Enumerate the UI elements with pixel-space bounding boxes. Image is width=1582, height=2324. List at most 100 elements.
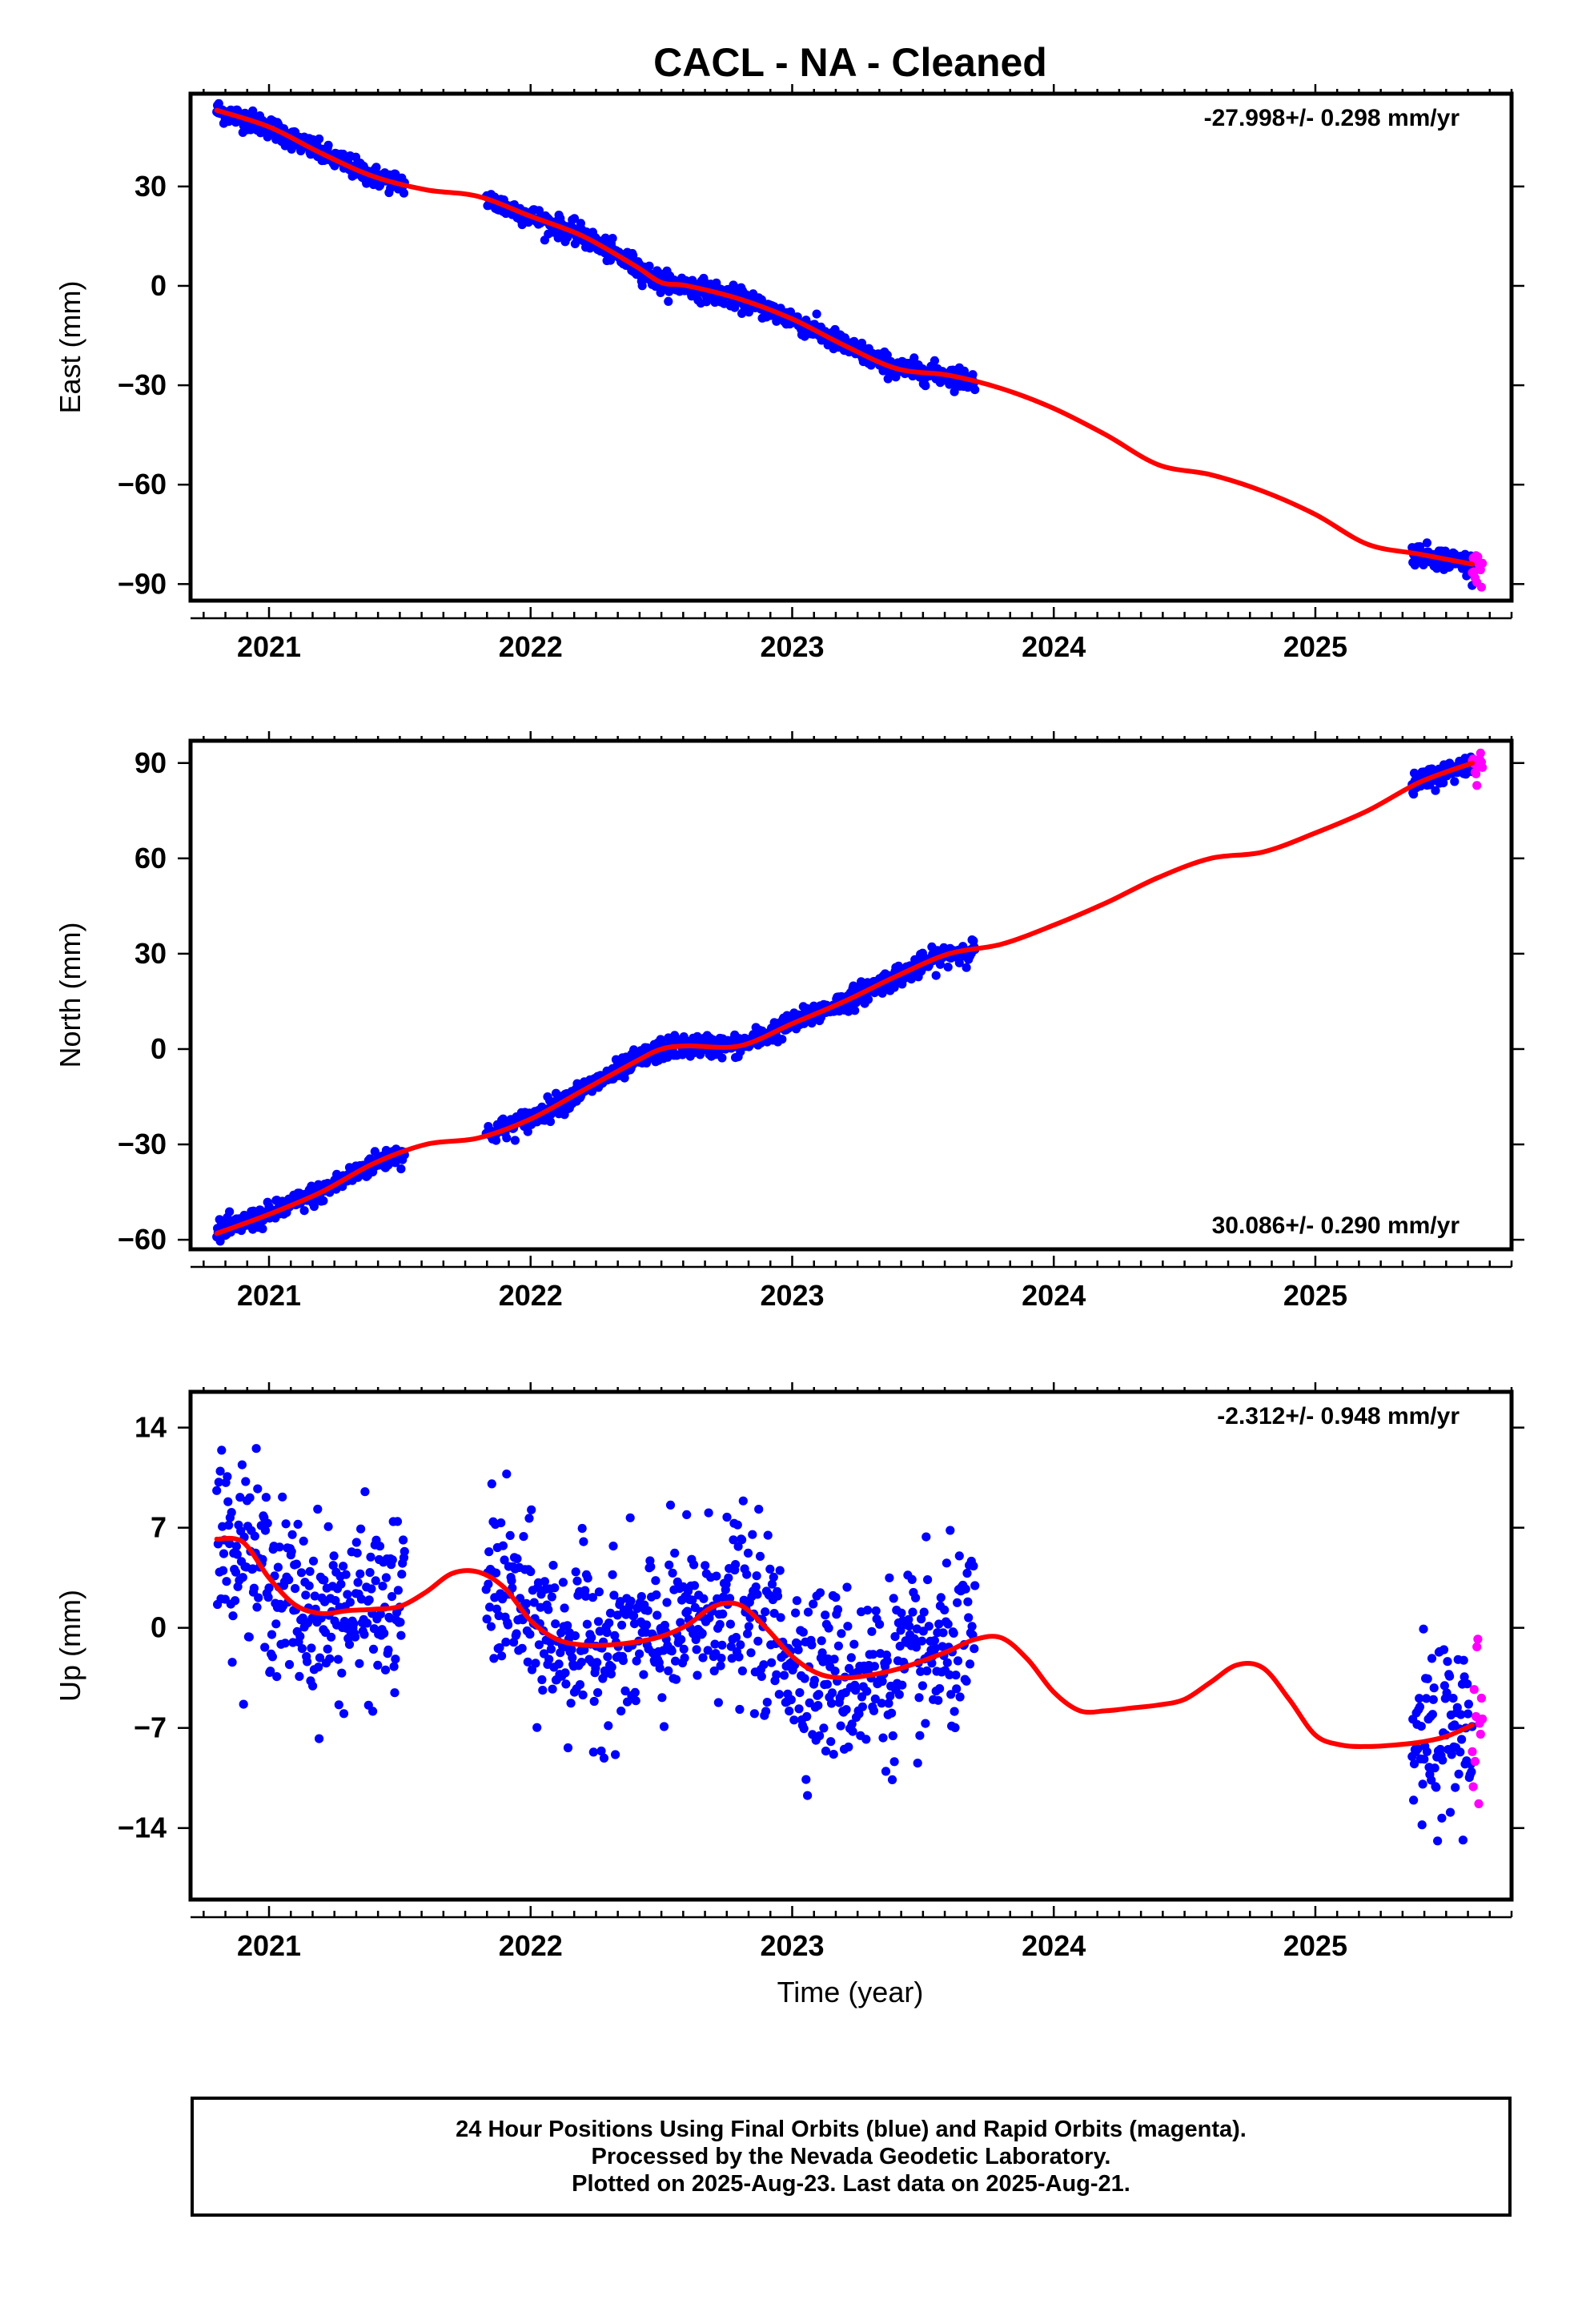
y-axis-label: Up (mm) [54,1590,86,1702]
final-orbit-point [1451,1783,1460,1792]
final-orbit-point [1427,1775,1436,1785]
final-orbit-point [870,1694,880,1704]
final-orbit-point [743,1548,753,1558]
final-orbit-point [643,1606,652,1615]
final-orbit-point [484,1579,493,1589]
final-orbit-point [605,1608,616,1618]
final-orbit-point [935,1684,945,1694]
final-orbit-point [523,1657,532,1667]
final-orbit-point [576,1658,586,1667]
final-orbit-point [950,1707,959,1716]
final-orbit-point [861,1735,871,1744]
final-orbit-point [239,1699,248,1709]
final-orbit-point [1442,1688,1452,1698]
final-orbit-point [701,1561,710,1570]
final-orbit-point [231,1596,240,1606]
final-orbit-point [1413,1744,1423,1754]
final-orbit-point [889,1594,898,1603]
final-orbit-point [662,1598,672,1607]
final-orbit-point [293,1519,303,1529]
final-orbit-point [636,1592,646,1602]
final-orbit-point [965,1659,975,1669]
final-orbit-point [664,1666,673,1675]
final-orbit-point [803,1791,813,1800]
final-orbit-point [699,1594,709,1603]
final-orbit-point [1409,1795,1419,1805]
final-orbit-point [378,1582,387,1591]
x-tick-label: 2023 [760,630,824,663]
final-orbit-point [904,1614,913,1624]
rapid-orbit-point [1468,1747,1477,1756]
final-orbit-point [769,1609,779,1618]
final-orbit-point [1448,1694,1458,1703]
final-orbit-point [970,1581,980,1590]
final-orbit-point [563,1621,572,1630]
final-orbit-point [299,1206,309,1216]
final-orbit-point [492,1136,501,1145]
final-orbit-point [963,1597,973,1606]
final-orbit-point [665,287,674,296]
data-layer [212,748,1488,1246]
east-panel: 2021 2022 2023 2024 2025 30 0 −30 −60 −90 East (mm… [54,84,1524,663]
final-orbit-point [955,1692,965,1702]
final-orbit-point [341,1570,351,1579]
final-orbit-point [677,1634,686,1644]
final-orbit-point [1421,1694,1431,1703]
final-orbit-point [349,1619,359,1629]
final-orbit-point [718,1609,728,1618]
final-orbit-point [938,1628,948,1638]
rapid-orbit-point [1476,582,1486,592]
final-orbit-point [305,1566,315,1576]
final-orbit-point [510,1136,520,1145]
final-orbit-point [227,1508,236,1518]
final-orbit-point [356,1524,366,1534]
final-orbit-point [646,1562,656,1571]
y-tick-label: −90 [118,567,167,600]
final-orbit-point [817,1648,827,1658]
final-orbit-point [532,1723,542,1732]
final-orbit-point [762,1698,772,1707]
final-orbit-point [253,1484,263,1494]
final-orbit-point [644,261,654,271]
final-orbit-point [967,1622,977,1631]
final-orbit-point [301,1590,311,1600]
final-orbit-point [623,1697,632,1707]
final-orbit-point [264,1583,274,1593]
final-orbit-point [389,1662,399,1671]
final-orbit-point [888,1731,897,1741]
x-tick-label: 2021 [237,1279,301,1312]
final-orbit-point [271,1619,281,1629]
final-orbit-point [392,1517,403,1526]
model-curve [214,760,1475,1236]
final-orbit-point [786,1695,796,1705]
final-orbit-point [1427,1654,1437,1663]
final-orbit-point [570,1631,580,1641]
final-orbit-point [688,1595,697,1605]
final-orbit-point [366,1552,375,1562]
final-orbit-point [589,1696,599,1707]
final-orbit-point [946,1526,955,1535]
final-orbit-point [504,1620,513,1630]
final-orbit-point [917,1636,927,1646]
final-orbit-point [1439,1645,1449,1655]
final-orbit-point [487,1479,496,1489]
final-orbit-point [596,1746,606,1756]
final-orbit-point [616,1707,626,1716]
x-tick-label: 2025 [1283,1929,1347,1962]
x-tick-label: 2025 [1283,1279,1347,1312]
final-orbit-point [263,1518,272,1528]
final-orbit-point [910,1634,920,1644]
final-orbit-point [767,1658,777,1667]
final-orbit-point [961,1584,970,1594]
final-orbit-point [323,1644,332,1654]
final-orbit-point [921,1532,931,1542]
rapid-orbit-point [1472,769,1481,778]
rapid-orbit-point [1476,748,1485,758]
final-orbit-point [620,1073,629,1083]
final-orbit-point [668,1568,677,1578]
final-orbit-point [943,963,953,972]
final-orbit-point [1409,1759,1419,1769]
final-orbit-point [278,1492,287,1502]
final-orbit-point [287,1546,296,1556]
